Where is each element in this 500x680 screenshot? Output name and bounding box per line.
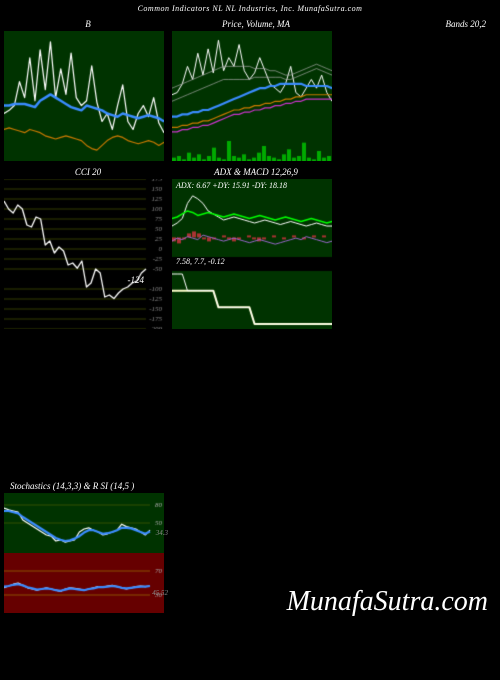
spacer — [0, 329, 500, 479]
adx-text: ADX: 6.67 +DY: 15.91 -DY: 18.18 — [176, 181, 287, 190]
page: Common Indicators NL NL Industries, Inc.… — [0, 0, 500, 680]
chart-stoch2-canvas — [4, 553, 164, 613]
chart-bands-label: Bands 20,2 — [340, 17, 496, 161]
chart-stoch1: 34.3 — [4, 493, 172, 553]
chart-adx-title: ADX & MACD 12,26,9 — [172, 165, 340, 179]
cci-value: -124 — [128, 275, 145, 285]
row-3: 34.3 — [0, 493, 500, 553]
chart-b-title: B — [4, 17, 172, 31]
stoch2-marker: 45.52 — [152, 589, 168, 597]
chart-b-canvas — [4, 31, 164, 161]
row-4: 45.52 — [0, 553, 500, 613]
row-2: CCI 20 -124 ADX & MACD 12,26,9 ADX: 6.67… — [0, 165, 500, 329]
chart-cci-canvas — [4, 179, 164, 329]
chart-stoch1-canvas — [4, 493, 164, 553]
chart-cci: CCI 20 -124 — [4, 165, 172, 329]
stoch1-marker: 34.3 — [156, 529, 168, 537]
chart-adx-macd: ADX & MACD 12,26,9 ADX: 6.67 +DY: 15.91 … — [172, 165, 340, 329]
chart-b: B — [4, 17, 172, 161]
page-title: Common Indicators NL NL Industries, Inc.… — [0, 0, 500, 17]
chart-price: Price, Volume, MA — [172, 17, 340, 161]
chart-price-canvas — [172, 31, 332, 161]
chart-stoch2: 45.52 — [4, 553, 172, 613]
row-1: B Price, Volume, MA Bands 20,2 — [0, 17, 500, 161]
chart-adx-canvas — [172, 179, 332, 329]
chart-cci-title: CCI 20 — [4, 165, 172, 179]
stoch-title: Stochastics (14,3,3) & R SI (14,5 ) — [0, 479, 500, 493]
chart-price-title: Price, Volume, MA — [172, 17, 340, 31]
bands-label: Bands 20,2 — [340, 17, 496, 31]
macd-text: 7.58, 7.7, -0.12 — [176, 257, 225, 266]
